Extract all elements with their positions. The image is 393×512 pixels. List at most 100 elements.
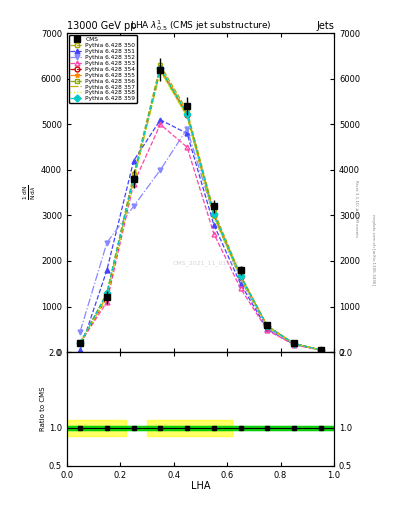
Pythia 6.428 351 <box>238 281 243 287</box>
Pythia 6.428 352 <box>292 341 296 347</box>
Pythia 6.428 356 <box>131 175 136 181</box>
Pythia 6.428 358 <box>292 341 296 347</box>
Pythia 6.428 356 <box>105 291 109 297</box>
Pythia 6.428 350 <box>292 340 296 347</box>
Pythia 6.428 357 <box>238 274 243 281</box>
Line: Pythia 6.428 357: Pythia 6.428 357 <box>80 71 321 350</box>
Pythia 6.428 350 <box>265 323 270 329</box>
Pythia 6.428 353 <box>292 342 296 348</box>
Pythia 6.428 359 <box>78 340 83 346</box>
Pythia 6.428 358 <box>78 340 83 346</box>
Pythia 6.428 359 <box>185 111 189 117</box>
Pythia 6.428 350 <box>318 347 323 353</box>
Pythia 6.428 358 <box>158 69 163 75</box>
Text: mcplots.cern.ch [arXiv:1306.3436]: mcplots.cern.ch [arXiv:1306.3436] <box>371 214 375 285</box>
Line: Pythia 6.428 355: Pythia 6.428 355 <box>78 65 323 352</box>
Pythia 6.428 351 <box>211 222 216 228</box>
Pythia 6.428 357 <box>211 214 216 220</box>
Pythia 6.428 354 <box>211 212 216 219</box>
Line: Pythia 6.428 352: Pythia 6.428 352 <box>78 126 323 352</box>
Pythia 6.428 352 <box>238 276 243 282</box>
Pythia 6.428 353 <box>185 144 189 150</box>
Pythia 6.428 354 <box>318 347 323 353</box>
Pythia 6.428 350 <box>238 271 243 278</box>
Pythia 6.428 356 <box>318 347 323 353</box>
Pythia 6.428 357 <box>292 340 296 347</box>
Pythia 6.428 355 <box>185 110 189 116</box>
Pythia 6.428 354 <box>131 176 136 182</box>
Pythia 6.428 358 <box>318 347 323 353</box>
Line: Pythia 6.428 354: Pythia 6.428 354 <box>78 67 323 352</box>
Pythia 6.428 355 <box>238 272 243 279</box>
Pythia 6.428 354 <box>78 340 83 346</box>
Pythia 6.428 351 <box>78 347 83 353</box>
Pythia 6.428 357 <box>131 177 136 183</box>
Pythia 6.428 354 <box>185 112 189 118</box>
Pythia 6.428 359 <box>131 175 136 181</box>
Y-axis label: Ratio to CMS: Ratio to CMS <box>40 387 46 431</box>
Pythia 6.428 353 <box>211 230 216 237</box>
Pythia 6.428 356 <box>78 340 83 346</box>
Pythia 6.428 350 <box>131 172 136 178</box>
Pythia 6.428 354 <box>158 67 163 73</box>
Pythia 6.428 357 <box>78 340 83 346</box>
Line: Pythia 6.428 351: Pythia 6.428 351 <box>78 117 323 353</box>
Pythia 6.428 357 <box>158 68 163 74</box>
Pythia 6.428 351 <box>265 326 270 332</box>
Y-axis label: $\frac{1}{\mathrm{N}} \frac{\mathrm{d}\mathrm{N}}{\mathrm{d}\lambda}$: $\frac{1}{\mathrm{N}} \frac{\mathrm{d}\m… <box>22 185 38 200</box>
Legend: CMS, Pythia 6.428 350, Pythia 6.428 351, Pythia 6.428 352, Pythia 6.428 353, Pyt: CMS, Pythia 6.428 350, Pythia 6.428 351,… <box>68 35 137 103</box>
Pythia 6.428 357 <box>318 347 323 353</box>
Pythia 6.428 353 <box>105 299 109 305</box>
Pythia 6.428 354 <box>238 274 243 280</box>
Pythia 6.428 352 <box>131 203 136 209</box>
Pythia 6.428 352 <box>78 329 83 335</box>
Pythia 6.428 359 <box>158 65 163 71</box>
Pythia 6.428 353 <box>238 285 243 291</box>
Pythia 6.428 355 <box>265 323 270 329</box>
Pythia 6.428 356 <box>185 111 189 117</box>
Pythia 6.428 352 <box>265 325 270 331</box>
Pythia 6.428 358 <box>105 294 109 300</box>
Pythia 6.428 355 <box>78 340 83 346</box>
Pythia 6.428 351 <box>131 158 136 164</box>
Pythia 6.428 356 <box>238 273 243 280</box>
Pythia 6.428 358 <box>185 114 189 120</box>
Pythia 6.428 358 <box>211 214 216 220</box>
Text: Jets: Jets <box>316 20 334 31</box>
Pythia 6.428 350 <box>158 62 163 68</box>
Pythia 6.428 351 <box>318 347 323 353</box>
Pythia 6.428 353 <box>265 327 270 333</box>
Pythia 6.428 355 <box>158 65 163 71</box>
Pythia 6.428 359 <box>265 323 270 329</box>
Pythia 6.428 354 <box>265 324 270 330</box>
Pythia 6.428 356 <box>158 66 163 72</box>
Pythia 6.428 356 <box>292 340 296 347</box>
Pythia 6.428 359 <box>238 273 243 279</box>
Pythia 6.428 358 <box>238 275 243 282</box>
X-axis label: LHA: LHA <box>191 481 210 491</box>
Pythia 6.428 352 <box>318 347 323 353</box>
Text: 13000 GeV pp: 13000 GeV pp <box>67 20 136 31</box>
Pythia 6.428 350 <box>185 108 189 114</box>
Pythia 6.428 355 <box>131 174 136 180</box>
Pythia 6.428 351 <box>105 267 109 273</box>
Pythia 6.428 353 <box>318 347 323 353</box>
Pythia 6.428 351 <box>158 117 163 123</box>
Line: Pythia 6.428 358: Pythia 6.428 358 <box>80 72 321 350</box>
Line: Pythia 6.428 356: Pythia 6.428 356 <box>78 67 323 352</box>
Title: LHA $\lambda^1_{0.5}$ (CMS jet substructure): LHA $\lambda^1_{0.5}$ (CMS jet substruct… <box>130 18 271 33</box>
Pythia 6.428 354 <box>105 294 109 301</box>
Pythia 6.428 357 <box>265 324 270 330</box>
Pythia 6.428 350 <box>78 340 83 346</box>
Line: Pythia 6.428 353: Pythia 6.428 353 <box>78 122 323 353</box>
Text: Rivet 3.1.10; ≥ 2.4M events: Rivet 3.1.10; ≥ 2.4M events <box>354 180 358 237</box>
Pythia 6.428 352 <box>158 167 163 173</box>
Pythia 6.428 353 <box>78 340 83 346</box>
Pythia 6.428 351 <box>292 342 296 348</box>
Pythia 6.428 357 <box>105 293 109 299</box>
Pythia 6.428 357 <box>185 113 189 119</box>
Pythia 6.428 359 <box>211 211 216 217</box>
Pythia 6.428 352 <box>211 212 216 219</box>
Pythia 6.428 351 <box>185 131 189 137</box>
Pythia 6.428 352 <box>185 126 189 132</box>
